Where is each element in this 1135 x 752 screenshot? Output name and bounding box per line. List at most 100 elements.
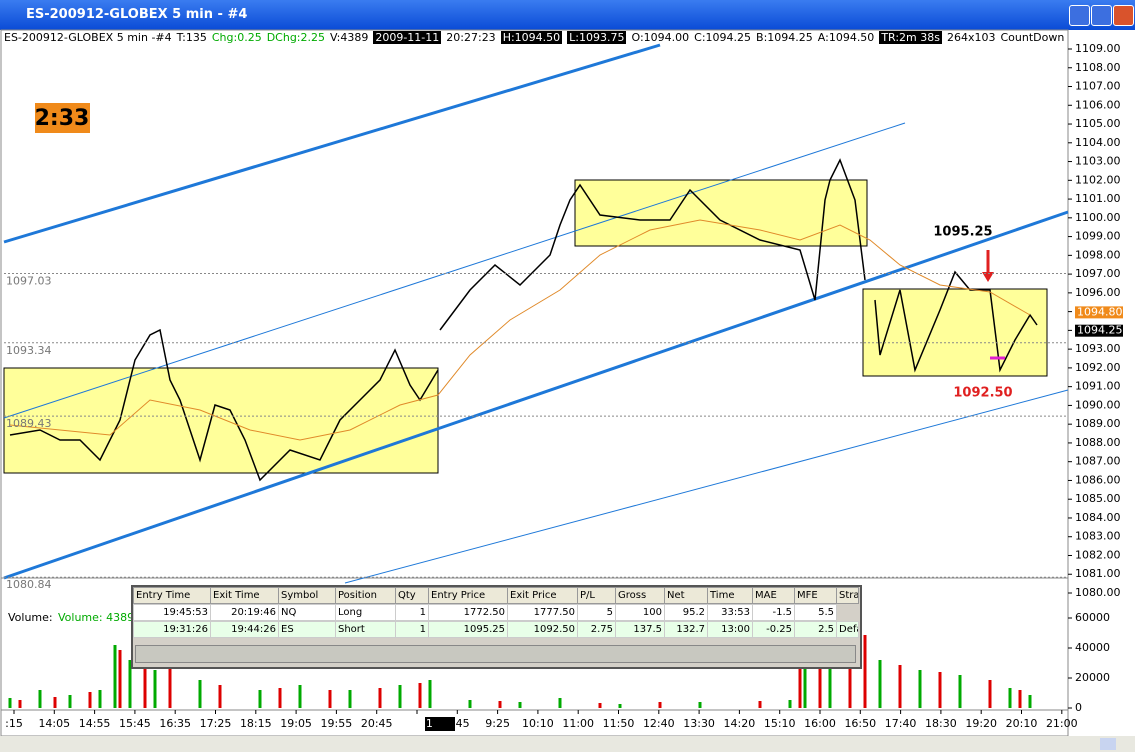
table-cell: Short <box>335 621 396 638</box>
x-tick-label: 12:40 <box>643 717 675 730</box>
table-cell: 137.5 <box>615 621 665 638</box>
header-item: H:1094.50 <box>500 31 563 44</box>
y-tick-label: 1106.00 <box>1075 98 1121 111</box>
table-cell: NQ <box>278 604 336 621</box>
status-header: ES-200912-GLOBEX 5 min -#4 T:135 Chg:0.25 D… <box>4 31 1069 47</box>
x-tick-label: 16:35 <box>159 717 191 730</box>
y-tick-label: 1100.00 <box>1075 211 1121 224</box>
table-cell: 1772.50 <box>428 604 508 621</box>
column-header: Stra <box>836 587 859 604</box>
current-price-label: 1094.25 <box>1077 324 1123 337</box>
trade-table: Entry Time Exit Time Symbol Position Qty Entr… <box>131 585 862 669</box>
table-cell: 1777.50 <box>507 604 578 621</box>
column-header: MAE <box>752 587 795 604</box>
table-cell: 5.5 <box>794 604 837 621</box>
y-tick-label: 1091.00 <box>1075 380 1121 393</box>
x-tick-label: 14:55 <box>79 717 111 730</box>
volume-tick-label: 20000 <box>1075 671 1110 684</box>
column-header: Entry Price <box>428 587 508 604</box>
instrument: ES-200912-GLOBEX 5 min -#4 <box>4 31 172 44</box>
table-cell: 33:53 <box>707 604 753 621</box>
y-tick-label: 1088.00 <box>1075 436 1121 449</box>
header-item: CountDown <box>1000 31 1065 44</box>
level-label: 1097.03 <box>6 275 52 288</box>
y-tick-label: 1107.00 <box>1075 80 1121 93</box>
x-tick-label: 11:50 <box>603 717 635 730</box>
y-tick-label: 1090.00 <box>1075 398 1121 411</box>
y-tick-label: 1082.00 <box>1075 548 1121 561</box>
header-item: Chg:0.25 <box>211 31 262 44</box>
y-tick-label: 1102.00 <box>1075 173 1121 186</box>
x-tick-label: 20:10 <box>1006 717 1038 730</box>
header-item: 264x103 <box>946 31 996 44</box>
channel-lines <box>3 43 1069 584</box>
y-tick-label: 1097.00 <box>1075 267 1121 280</box>
price-bars <box>874 270 1038 373</box>
column-header: Symbol <box>278 587 336 604</box>
title-bar: ES-200912-GLOBEX 5 min - #4 <box>0 0 1135 30</box>
y-tick-label: 1098.00 <box>1075 248 1121 261</box>
table-cell: 19:45:53 <box>133 604 211 621</box>
x-tick-label: 18:15 <box>240 717 272 730</box>
column-header: MFE <box>794 587 837 604</box>
table-cell: 19:44:26 <box>210 621 279 638</box>
table-cell: 2.75 <box>577 621 616 638</box>
volume-tick-label: 40000 <box>1075 641 1110 654</box>
header-item: TR:2m 38s <box>879 31 942 44</box>
table-cell: 5 <box>577 604 616 621</box>
table-cell: -0.25 <box>752 621 795 638</box>
table-cell: 132.7 <box>664 621 708 638</box>
column-header: Net <box>664 587 708 604</box>
x-tick-label: 16:00 <box>804 717 836 730</box>
x-tick-label: 11:00 <box>562 717 594 730</box>
current-price-label: 1094.80 <box>1077 305 1123 318</box>
x-tick-label: 10:10 <box>522 717 554 730</box>
header-item: 20:27:23 <box>446 31 496 44</box>
x-tick-label: 17:25 <box>200 717 232 730</box>
x-tick-label: 11/11 <box>401 717 433 730</box>
table-cell: 1 <box>395 604 429 621</box>
table-cell: 95.2 <box>664 604 708 621</box>
y-tick-label: 1103.00 <box>1075 155 1121 168</box>
maximize-button[interactable] <box>1091 5 1112 26</box>
minimize-button[interactable] <box>1069 5 1090 26</box>
y-tick-label: 1095.00 <box>1075 305 1121 318</box>
y-tick-label: 1086.00 <box>1075 473 1121 486</box>
y-tick-label: 1096.00 <box>1075 286 1121 299</box>
table-cell: 100 <box>615 604 665 621</box>
table-scrollbar <box>135 645 856 663</box>
window-title: ES-200912-GLOBEX 5 min - #4 <box>26 7 248 22</box>
x-tick-label: 20:45 <box>361 717 393 730</box>
current-price-box <box>1075 306 1123 319</box>
y-tick-label: 1092.00 <box>1075 361 1121 374</box>
volume-tick-label: 0 <box>1075 701 1082 714</box>
table-cell: 20:19:46 <box>210 604 279 621</box>
table-cell: ES <box>278 621 336 638</box>
close-button[interactable] <box>1113 5 1134 26</box>
y-tick-label: 1093.00 <box>1075 342 1121 355</box>
y-tick-label: 1108.00 <box>1075 61 1121 74</box>
range-box <box>3 367 439 474</box>
y-tick-label: 1080.00 <box>1075 586 1121 599</box>
table-cell: 1095.25 <box>428 621 508 638</box>
table-cell: 1092.50 <box>507 621 578 638</box>
table-cell: -1.5 <box>752 604 795 621</box>
level-label: 1080.84 <box>6 578 52 591</box>
exit-annotation: 1092.50 <box>953 386 1012 401</box>
x-tick-label: 19:55 <box>321 717 353 730</box>
volume-value: Volume: 4389 <box>58 611 134 624</box>
current-price-box <box>1075 324 1123 337</box>
range-box <box>574 179 868 247</box>
x-tick-label: 19:20 <box>965 717 997 730</box>
moving-average <box>9 219 1031 441</box>
x-tick-label: 17:40 <box>885 717 917 730</box>
y-tick-label: 1104.00 <box>1075 136 1121 149</box>
header-item: 2009-11-11 <box>373 31 442 44</box>
x-tick-label: 13:30 <box>683 717 715 730</box>
column-header: Exit Time <box>210 587 279 604</box>
table-cell: Long <box>335 604 396 621</box>
x-tick-label: :15 <box>5 717 23 730</box>
x-tick-label: 15:10 <box>764 717 796 730</box>
entry-annotation: 1095.25 <box>933 225 992 240</box>
